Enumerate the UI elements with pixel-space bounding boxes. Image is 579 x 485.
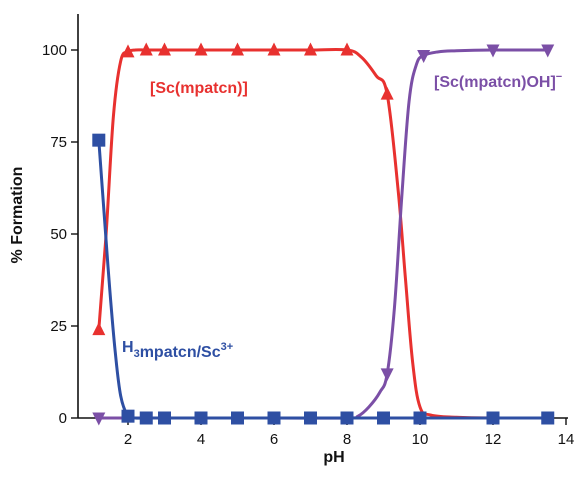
series-label-part: H [122, 339, 134, 356]
series-h3mpatcn-sc [92, 133, 555, 425]
data-point-square [304, 411, 317, 425]
series-label-part: mpatcn/Sc [140, 344, 221, 361]
data-point-square [267, 411, 281, 425]
series-label-part: 3+ [221, 341, 234, 353]
series-label-part: [Sc(mpatcn)OH] [434, 74, 556, 91]
y-tick-label: 100 [42, 42, 67, 59]
series-label-sc-mpatcn-oh: [Sc(mpatcn)OH]− [434, 71, 562, 91]
series-line [97, 47, 550, 420]
series-sc-mpatcn-oh [92, 44, 555, 426]
y-tick-label: 0 [59, 410, 67, 427]
data-point-square [486, 411, 500, 425]
series-line [97, 48, 550, 420]
x-tick-label: 8 [343, 431, 351, 448]
series-layer [92, 42, 555, 426]
x-tick-label: 2 [124, 431, 132, 448]
x-tick-label: 12 [485, 431, 502, 448]
data-point-triangle-up [340, 42, 354, 56]
data-point-triangle-down [541, 44, 555, 58]
series-line [97, 138, 550, 420]
labels-layer: pH % Formation [Sc(mpatcn)] [Sc(mpatcn)OH… [9, 71, 562, 466]
data-point-square [158, 411, 171, 425]
series-label-part: [Sc(mpatcn)] [150, 80, 248, 97]
series-sc-mpatcn [92, 42, 550, 420]
data-point-triangle-down [380, 368, 394, 382]
data-point-square [139, 411, 153, 425]
data-point-triangle-up [92, 322, 106, 336]
data-point-square [92, 133, 106, 147]
data-point-triangle-up [121, 44, 135, 58]
x-tick-label: 4 [197, 431, 205, 448]
data-point-triangle-up [231, 42, 244, 56]
data-point-square [194, 411, 208, 425]
y-axis-title: % Formation [9, 167, 26, 264]
data-point-square [377, 411, 390, 425]
data-point-square [231, 411, 244, 425]
data-point-triangle-up [158, 42, 171, 56]
x-axis-title: pH [323, 449, 344, 466]
x-tick-label: 14 [558, 431, 575, 448]
series-label-sc-mpatcn: [Sc(mpatcn)] [150, 80, 248, 97]
series-label-h3mpatcn-sc: H3mpatcn/Sc3+ [122, 339, 233, 361]
x-tick-label: 10 [412, 431, 429, 448]
data-point-triangle-down [486, 44, 500, 58]
y-tick-label: 50 [50, 226, 67, 243]
data-point-triangle-up [380, 86, 394, 100]
data-point-triangle-down [92, 412, 106, 426]
data-point-triangle-up [267, 42, 281, 56]
data-point-square [340, 411, 354, 425]
data-point-triangle-up [139, 42, 153, 56]
y-tick-label: 25 [50, 318, 67, 335]
y-tick-label: 75 [50, 134, 67, 151]
data-point-triangle-up [194, 42, 208, 56]
data-point-triangle-up [304, 42, 317, 56]
series-label-part: − [556, 71, 562, 83]
series-label-part: 3 [134, 348, 140, 360]
data-point-triangle-down [417, 50, 431, 64]
data-point-square [413, 411, 427, 425]
data-point-square [121, 409, 135, 423]
data-point-square [541, 411, 555, 425]
x-tick-label: 6 [270, 431, 278, 448]
